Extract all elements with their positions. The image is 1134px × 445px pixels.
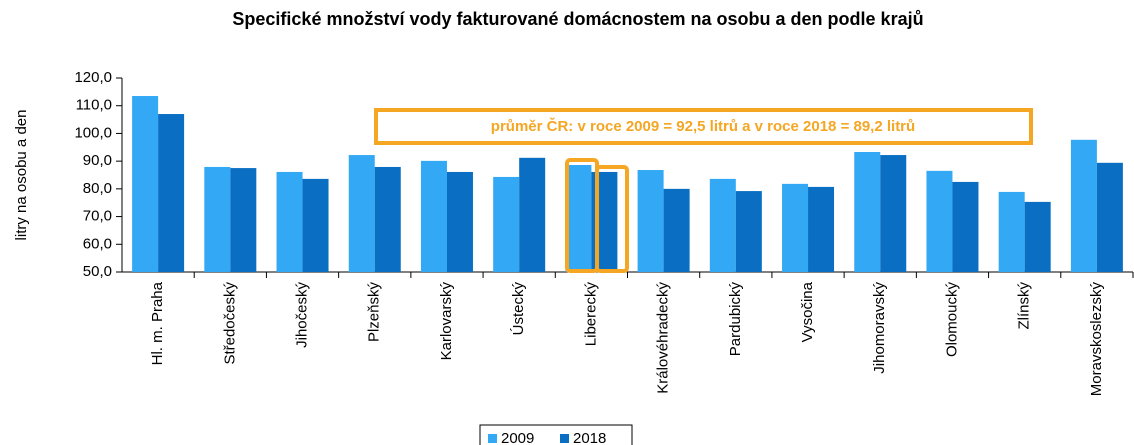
- bar: [926, 170, 953, 272]
- bar: [854, 151, 881, 272]
- bar: [493, 176, 520, 272]
- y-tick-label: 50,0: [83, 263, 112, 280]
- bar: [1096, 162, 1123, 272]
- x-tick-label: Zlínský: [1016, 282, 1033, 330]
- y-tick-label: 70,0: [83, 208, 112, 225]
- bar: [302, 178, 329, 272]
- x-tick-label: Královéhradecký: [655, 282, 672, 394]
- annotation: průměr ČR: v roce 2009 = 92,5 litrů a v …: [491, 117, 915, 135]
- y-tick-label: 80,0: [83, 180, 112, 197]
- x-tick-label: Hl. m. Praha: [149, 281, 166, 365]
- bar: [204, 166, 231, 272]
- x-tick-label: Středočeský: [221, 282, 238, 365]
- bar: [952, 181, 979, 272]
- annotation-box: [374, 108, 1033, 145]
- bar: [374, 166, 401, 272]
- legend-label: 2009: [501, 430, 534, 445]
- legend-swatch: [488, 434, 497, 443]
- x-tick-label: Olomoucký: [943, 282, 960, 358]
- bar: [348, 155, 375, 272]
- bar: [998, 191, 1025, 272]
- legend-label: 2018: [573, 430, 606, 445]
- highlight: [595, 165, 629, 273]
- bar: [276, 171, 303, 272]
- bar: [735, 191, 762, 272]
- y-tick-label: 100,0: [74, 124, 112, 141]
- x-tick-label: Ústecký: [510, 282, 527, 336]
- bar: [663, 188, 690, 272]
- x-tick-label: Plzeňský: [366, 282, 383, 343]
- y-tick-label: 60,0: [83, 235, 112, 252]
- bar: [158, 114, 185, 273]
- x-tick-label: Pardubický: [727, 282, 744, 357]
- x-tick-label: Karlovarský: [438, 282, 455, 361]
- legend: 2009 2018: [479, 424, 633, 445]
- bar: [782, 183, 809, 272]
- x-tick-label: Jihomoravský: [871, 282, 888, 374]
- bar: [446, 171, 473, 272]
- bar: [637, 170, 664, 272]
- x-tick-label: Liberecký: [582, 282, 599, 347]
- y-tick-label: 90,0: [83, 152, 112, 169]
- legend-swatch: [560, 434, 569, 443]
- bar: [565, 165, 592, 272]
- x-tick-label: Moravskoslezský: [1088, 282, 1105, 397]
- y-axis-label: litry na osobu a den: [13, 110, 30, 241]
- bar: [519, 157, 546, 272]
- y-tick-label: 110,0: [76, 97, 112, 114]
- bar: [132, 96, 159, 272]
- bar: [1024, 201, 1051, 272]
- legend-box: [479, 424, 633, 445]
- bar: [1070, 139, 1097, 272]
- x-tick-label: Vysočina: [799, 281, 816, 342]
- x-tick-label: Jihočeský: [294, 282, 311, 348]
- y-tick-label: 120,0: [74, 69, 112, 86]
- bar: [709, 178, 736, 272]
- bar: [420, 160, 447, 272]
- bar: [808, 186, 835, 272]
- bar: [230, 168, 257, 272]
- chart-title: Specifické množství vody fakturované dom…: [232, 9, 924, 29]
- bar: [880, 155, 907, 272]
